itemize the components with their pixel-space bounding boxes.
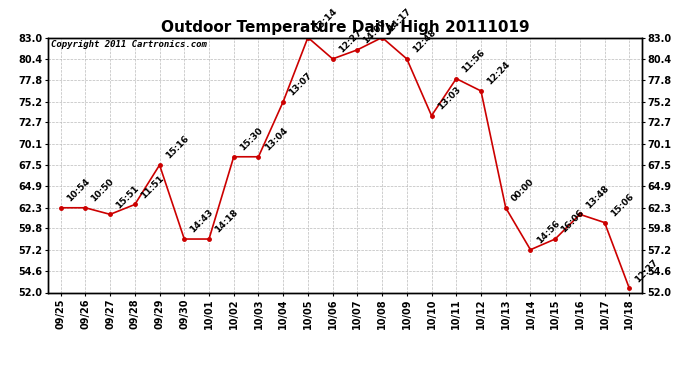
Text: 10:50: 10:50 xyxy=(90,177,116,204)
Text: 11:56: 11:56 xyxy=(460,48,487,75)
Text: 12:48: 12:48 xyxy=(411,28,437,55)
Text: 14:17: 14:17 xyxy=(386,6,413,33)
Text: 13:48: 13:48 xyxy=(584,183,611,210)
Text: 14:56: 14:56 xyxy=(535,219,561,246)
Text: 13:14: 13:14 xyxy=(312,7,339,33)
Text: 12:27: 12:27 xyxy=(633,258,660,284)
Text: 15:16: 15:16 xyxy=(164,134,190,161)
Text: 12:24: 12:24 xyxy=(485,60,512,87)
Text: 14:18: 14:18 xyxy=(213,208,240,235)
Text: 13:04: 13:04 xyxy=(263,126,289,153)
Text: 13:07: 13:07 xyxy=(287,71,314,98)
Text: 15:51: 15:51 xyxy=(115,184,141,210)
Title: Outdoor Temperature Daily High 20111019: Outdoor Temperature Daily High 20111019 xyxy=(161,20,529,35)
Text: 15:30: 15:30 xyxy=(238,126,264,153)
Text: 15:06: 15:06 xyxy=(609,192,635,218)
Text: 14:43: 14:43 xyxy=(188,208,215,235)
Text: 10:54: 10:54 xyxy=(65,177,92,204)
Text: Copyright 2011 Cartronics.com: Copyright 2011 Cartronics.com xyxy=(51,40,207,49)
Text: 11:51: 11:51 xyxy=(139,174,166,200)
Text: 16:06: 16:06 xyxy=(560,209,586,235)
Text: 00:00: 00:00 xyxy=(510,177,536,204)
Text: 14:09: 14:09 xyxy=(362,19,388,46)
Text: 12:27: 12:27 xyxy=(337,28,364,55)
Text: 13:03: 13:03 xyxy=(435,85,462,111)
